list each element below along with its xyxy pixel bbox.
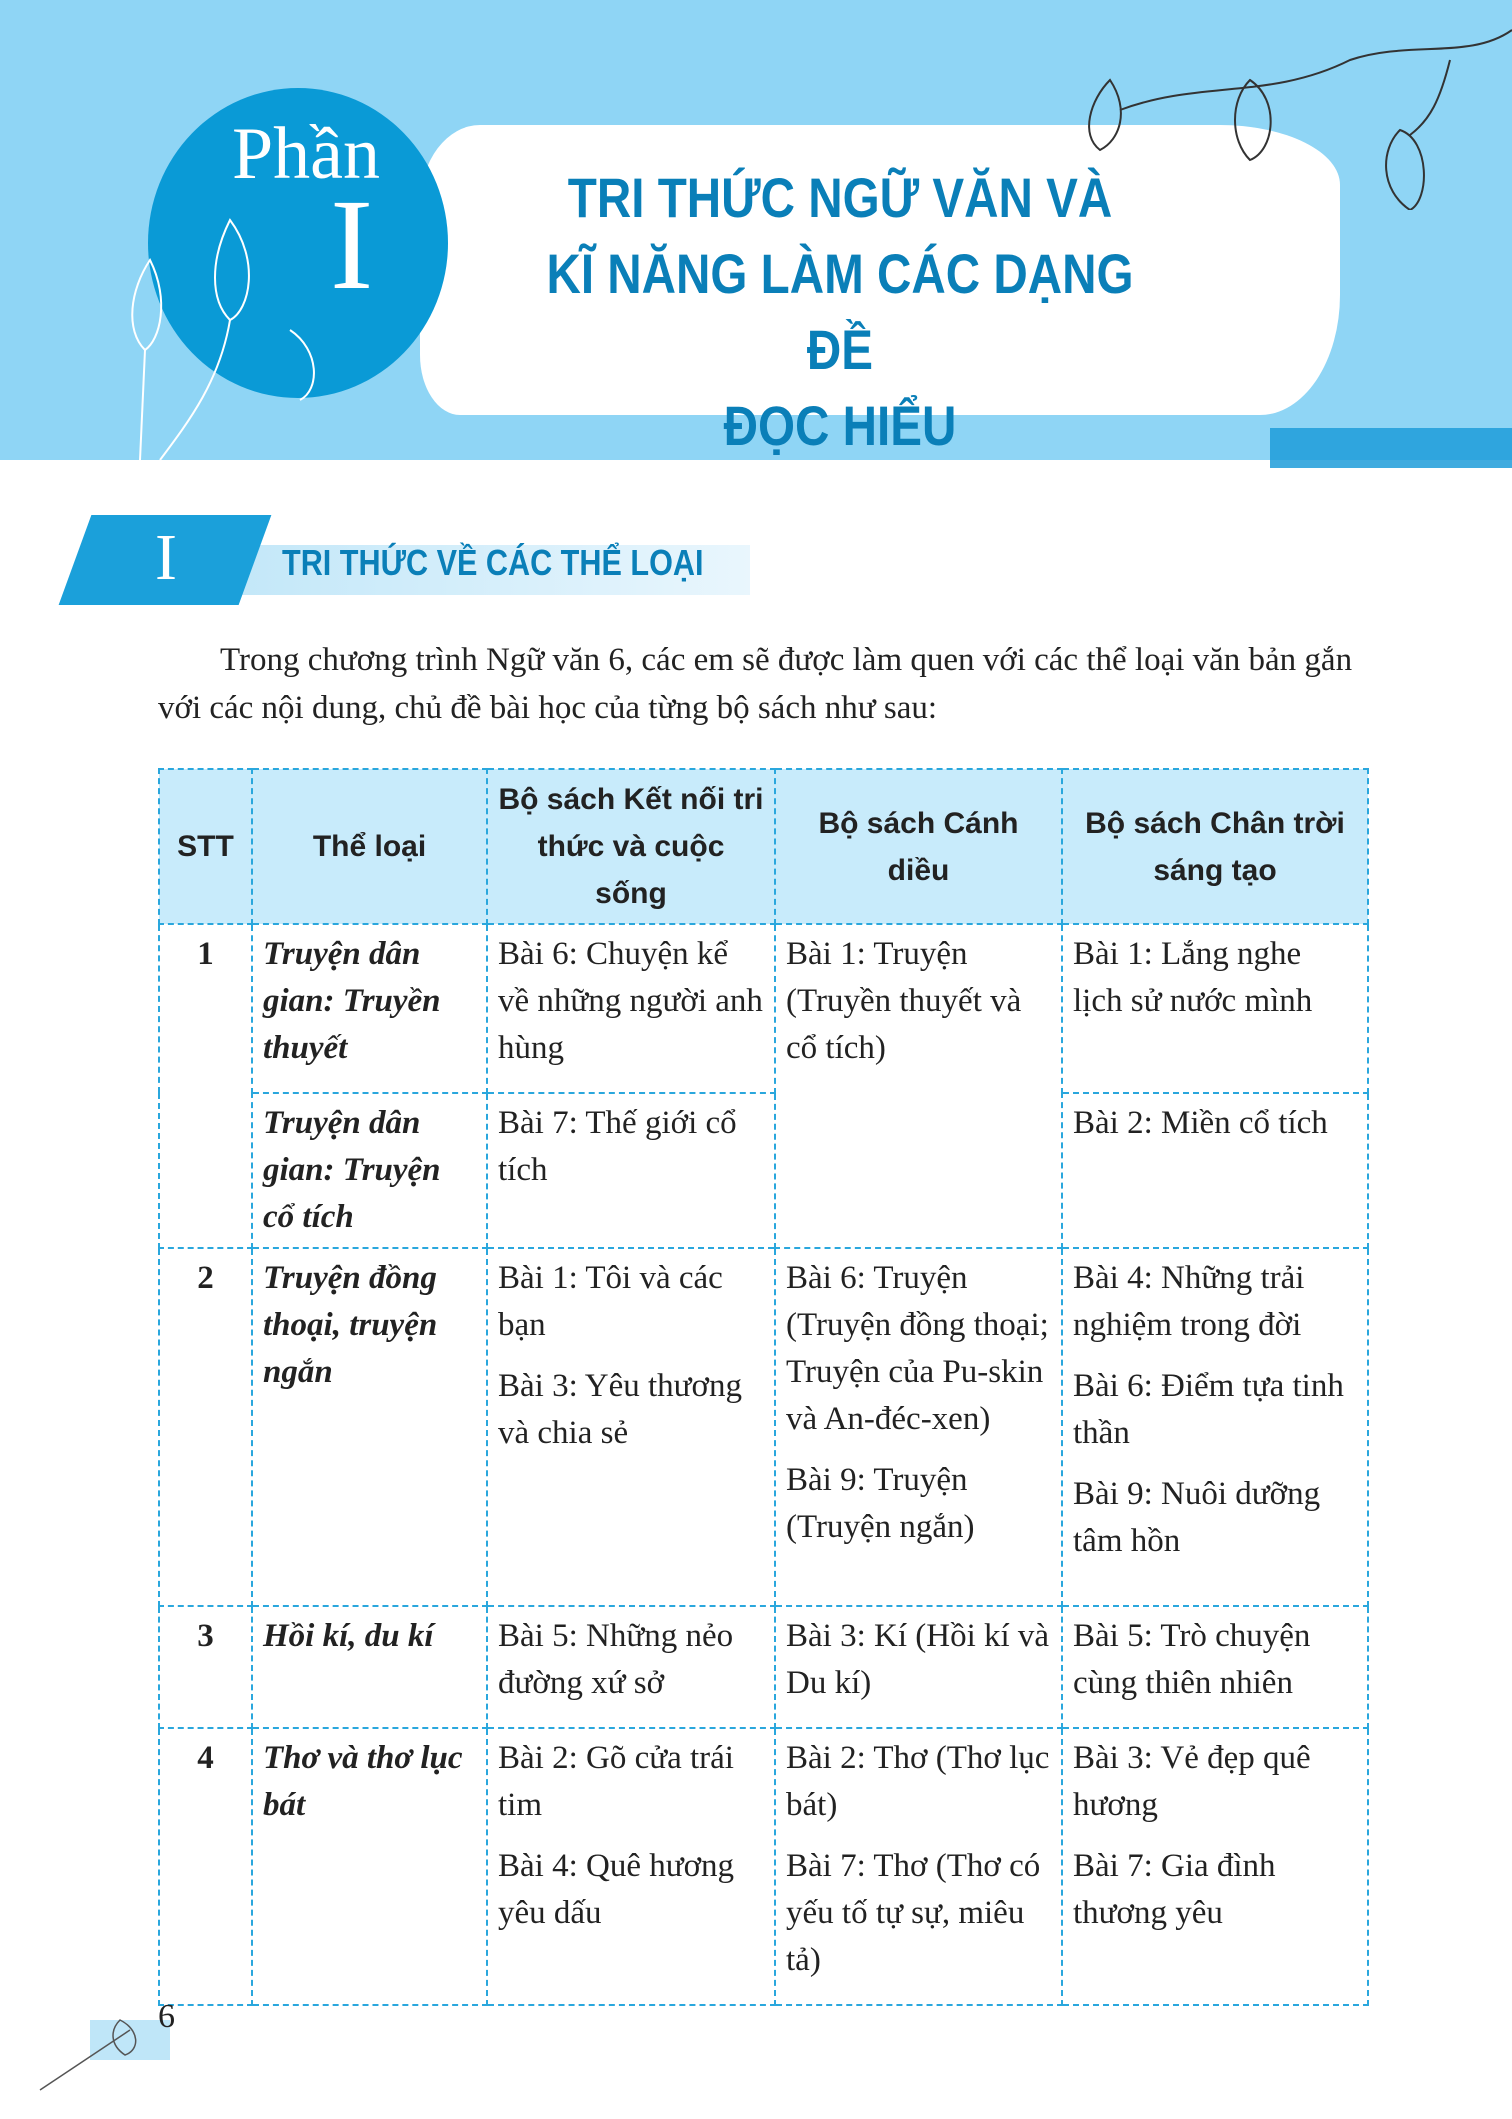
ct-cell: Bài 5: Trò chuyện cùng thiên nhiên	[1061, 1605, 1369, 1729]
lesson: Bài 2: Thơ (Thơ lục bát)	[786, 1740, 1050, 1823]
genre-cell: Thơ và thơ lục bát	[251, 1727, 488, 2006]
ct-cell: Bài 2: Miền cổ tích	[1061, 1092, 1369, 1249]
ct-cell: Bài 1: Lắng nghe lịch sử nước mình	[1061, 923, 1369, 1094]
part-circle	[148, 88, 448, 398]
lesson: Bài 1: Lắng nghe lịch sử nước mình	[1073, 936, 1313, 1019]
lesson: Bài 4: Quê hương yêu dấu	[498, 1848, 735, 1931]
genre-table: STT Thể loại Bộ sách Kết nối tri thức và…	[158, 768, 1369, 2006]
table-row: 2 Truyện đồng thoại, truyện ngắn Bài 1: …	[158, 1247, 1369, 1607]
lesson: Bài 2: Gõ cửa trái tim	[498, 1740, 734, 1823]
lesson: Bài 1: Truyện (Truyền thuyết và cổ tích)	[786, 936, 1022, 1066]
title-line: KĨ NĂNG LÀM CÁC DẠNG ĐỀ	[546, 242, 1134, 381]
section-number: I	[155, 521, 177, 594]
lesson: Bài 7: Thơ (Thơ có yếu tố tự sự, miêu tả…	[786, 1848, 1041, 1978]
table-row: Truyện dân gian: Truyện cổ tích Bài 7: T…	[159, 1092, 1369, 1249]
lesson: Bài 7: Gia đình thương yêu	[1073, 1848, 1276, 1931]
genre-cell: Truyện đồng thoại, truyện ngắn	[251, 1247, 488, 1607]
lesson: Bài 9: Truyện (Truyện ngắn)	[786, 1462, 975, 1545]
chapter-banner: Phần I TRI THỨC NGỮ VĂN VÀ KĨ NĂNG LÀM C…	[0, 0, 1512, 468]
lesson: Bài 6: Điểm tựa tinh thần	[1073, 1368, 1344, 1451]
page-number: 6	[158, 1998, 175, 2035]
lesson: Bài 3: Vẻ đẹp quê hương	[1073, 1740, 1311, 1823]
kn-cell: Bài 6: Chuyện kể về những người anh hùng	[486, 923, 776, 1094]
cd-cell: Bài 3: Kí (Hồi kí và Du kí)	[774, 1605, 1063, 1729]
table-row: 4 Thơ và thơ lục bát Bài 2: Gõ cửa trái …	[158, 1727, 1369, 2006]
part-label: Phần	[232, 113, 380, 195]
cd-cell: Bài 6: Truyện (Truyện đồng thoại; Truyện…	[774, 1247, 1063, 1607]
stt-cell: 2	[158, 1247, 253, 1607]
flower-illustration-icon	[1088, 29, 1512, 210]
title-line: TRI THỨC NGỮ VĂN VÀ	[567, 166, 1113, 229]
lesson: Bài 1: Tôi và các bạn	[498, 1260, 723, 1343]
white-flower-icon	[131, 218, 315, 460]
lesson: Bài 3: Yêu thương và chia sẻ	[498, 1368, 743, 1451]
stt-cell: 4	[158, 1727, 253, 2006]
ct-cell: Bài 3: Vẻ đẹp quê hương Bài 7: Gia đình t…	[1061, 1727, 1369, 2006]
kn-cell: Bài 1: Tôi và các bạn Bài 3: Yêu thương v…	[486, 1247, 776, 1607]
kn-cell: Bài 7: Thế giới cổ tích	[486, 1092, 776, 1249]
lesson: Bài 7: Thế giới cổ tích	[498, 1105, 737, 1188]
kn-cell: Bài 2: Gõ cửa trái tim Bài 4: Quê hương y…	[486, 1727, 776, 2006]
title-line: ĐỌC HIỂU	[723, 394, 957, 457]
intro-paragraph: Trong chương trình Ngữ văn 6, các em sẽ …	[158, 642, 1353, 726]
stt-cell: 1	[158, 923, 253, 1249]
header-cell: Bộ sách Cánh diều	[774, 768, 1063, 925]
lesson: Bài 3: Kí (Hồi kí và Du kí)	[786, 1618, 1050, 1701]
chapter-title: TRI THỨC NGỮ VĂN VÀ KĨ NĂNG LÀM CÁC DẠNG…	[526, 160, 1155, 464]
cd-cell: Bài 1: Truyện (Truyền thuyết và cổ tích)	[774, 923, 1063, 1249]
genre-cell: Truyện dân gian: Truyền thuyết	[251, 923, 488, 1094]
brush-stripe	[1270, 428, 1512, 468]
lesson: Bài 9: Nuôi dưỡng tâm hồn	[1073, 1476, 1321, 1559]
section-band	[180, 545, 750, 595]
white-brush-stroke	[420, 125, 1340, 415]
lesson: Bài 2: Miền cổ tích	[1073, 1105, 1328, 1141]
cd-cell: Bài 2: Thơ (Thơ lục bát) Bài 7: Thơ (Thơ …	[774, 1727, 1063, 2006]
table-row: 1 Truyện dân gian: Truyền thuyết Bài 6: …	[158, 923, 1369, 1249]
header-cell: Bộ sách Kết nối tri thức và cuộc sống	[486, 768, 776, 925]
part-number: I	[330, 173, 374, 317]
kn-cell: Bài 5: Những nẻo đường xứ sở	[486, 1605, 776, 1729]
header-cell: Thể loại	[251, 768, 488, 925]
header-cell: Bộ sách Chân trời sáng tạo	[1061, 768, 1369, 925]
table-header-row: STT Thể loại Bộ sách Kết nối tri thức và…	[158, 768, 1369, 925]
stt-cell: 3	[158, 1605, 253, 1729]
lesson: Bài 5: Trò chuyện cùng thiên nhiên	[1073, 1618, 1311, 1701]
lesson: Bài 4: Những trải nghiệm trong đời	[1073, 1260, 1305, 1343]
header-cell: STT	[158, 768, 253, 925]
lesson: Bài 5: Những nẻo đường xứ sở	[498, 1618, 734, 1701]
lesson: Bài 6: Chuyện kể về những người anh hùng	[498, 936, 763, 1066]
genre-cell: Hồi kí, du kí	[251, 1605, 488, 1729]
genre-cell: Truyện dân gian: Truyện cổ tích	[251, 1092, 488, 1249]
footer-flower-icon	[39, 2019, 170, 2091]
ct-cell: Bài 4: Những trải nghiệm trong đời Bài 6:…	[1061, 1247, 1369, 1607]
lesson: Bài 6: Truyện (Truyện đồng thoại; Truyện…	[786, 1260, 1049, 1437]
table-row: 3 Hồi kí, du kí Bài 5: Những nẻo đường x…	[158, 1605, 1369, 1729]
section-title: TRI THỨC VỀ CÁC THỂ LOẠI	[282, 542, 704, 583]
